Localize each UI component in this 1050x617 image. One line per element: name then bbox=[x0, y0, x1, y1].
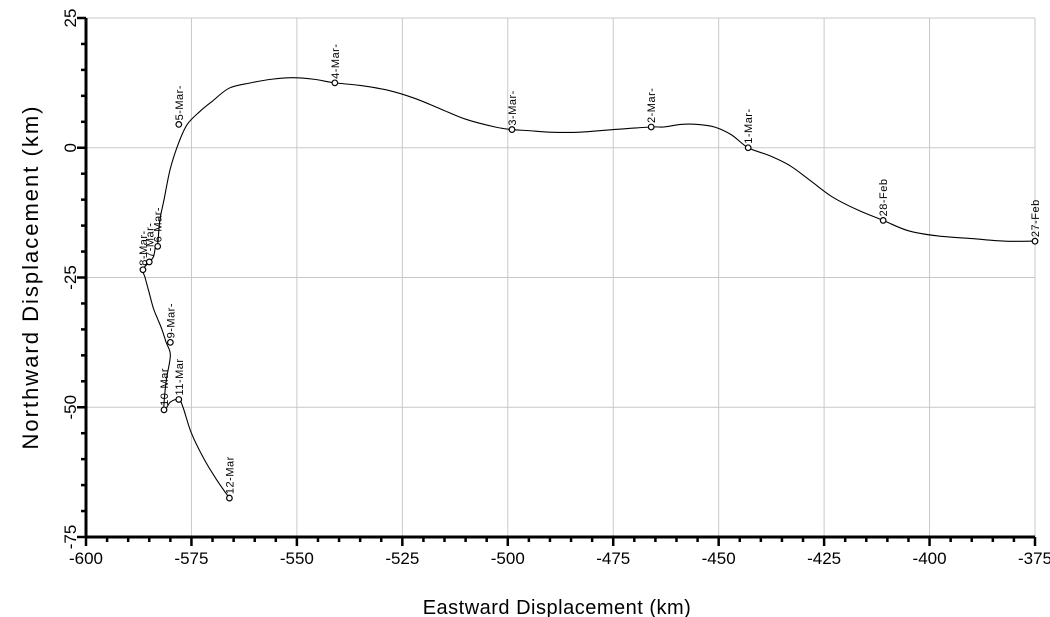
date-marker bbox=[160, 406, 168, 414]
date-marker bbox=[744, 144, 752, 152]
date-marker bbox=[508, 126, 516, 133]
x-tick-label: -600 bbox=[69, 549, 103, 568]
axis-ticks bbox=[77, 16, 1037, 546]
y-tick-label: 25 bbox=[61, 9, 80, 28]
date-label: 7-Mar- bbox=[144, 223, 156, 258]
date-marker bbox=[175, 396, 183, 403]
x-tick-label: -425 bbox=[807, 549, 841, 568]
date-marker bbox=[175, 120, 183, 128]
axis-tick-labels: -600 -575 -550 -525 -500 -475 -450 -425 -400 -375… bbox=[61, 9, 1050, 568]
date-label: 11-Mar bbox=[174, 358, 186, 395]
date-marker bbox=[145, 258, 153, 266]
x-tick-label: -450 bbox=[702, 549, 736, 568]
x-tick-label: -500 bbox=[491, 549, 525, 568]
date-marker bbox=[879, 217, 887, 224]
date-label: 27-Feb bbox=[1030, 199, 1042, 237]
x-tick-label: -525 bbox=[385, 549, 419, 568]
date-marker bbox=[154, 242, 162, 250]
date-marker bbox=[647, 123, 655, 131]
date-label: 5-Mar- bbox=[174, 85, 186, 120]
date-label: 28-Feb bbox=[878, 179, 890, 217]
trajectory-line bbox=[142, 77, 1036, 499]
y-tick-label: -50 bbox=[61, 395, 80, 420]
date-label: 9-Mar- bbox=[165, 303, 177, 338]
date-marker bbox=[1031, 237, 1039, 245]
date-marker bbox=[166, 338, 174, 346]
date-label: 1-Mar- bbox=[743, 108, 755, 143]
trajectory-series bbox=[142, 77, 1036, 499]
y-tick-label: -75 bbox=[61, 525, 80, 550]
date-marker bbox=[139, 266, 147, 274]
date-label: 6-Mar- bbox=[153, 207, 165, 242]
date-marker bbox=[331, 79, 339, 87]
date-label: 2-Mar- bbox=[646, 88, 658, 123]
date-label: 12-Mar bbox=[224, 456, 236, 494]
x-axis-label: Eastward Displacement (km) bbox=[423, 597, 692, 617]
date-label: 4-Mar- bbox=[330, 43, 342, 78]
x-tick-label: -400 bbox=[913, 549, 947, 568]
date-label: 8-Mar- bbox=[138, 230, 150, 265]
date-markers: 27-Feb 28-Feb 1-Mar- 2-Mar- 3-Mar- 4-Mar- 5-Ma… bbox=[138, 43, 1042, 502]
x-tick-label: -550 bbox=[280, 549, 314, 568]
x-tick-label: -375 bbox=[1018, 549, 1050, 568]
x-tick-label: -475 bbox=[596, 549, 630, 568]
date-label: 3-Mar- bbox=[507, 90, 519, 125]
y-axis-label: Northward Displacement (km) bbox=[18, 105, 43, 450]
y-tick-label: 0 bbox=[61, 143, 80, 152]
y-tick-label: -25 bbox=[61, 265, 80, 290]
grid-lines bbox=[86, 17, 1036, 537]
date-marker bbox=[226, 494, 233, 502]
date-label: 10-Mar bbox=[159, 368, 171, 406]
x-tick-label: -575 bbox=[174, 549, 208, 568]
